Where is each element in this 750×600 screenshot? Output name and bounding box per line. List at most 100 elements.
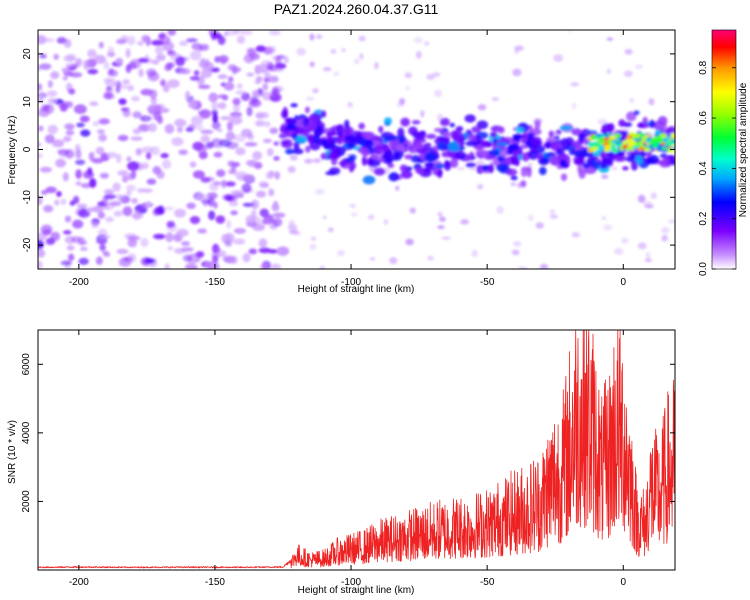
spectrogram-noise-cell — [141, 146, 154, 154]
spectrogram-signal-cell — [548, 130, 555, 138]
spectrogram-noise-cell — [115, 86, 121, 93]
spectrogram-noise-cell — [405, 86, 410, 90]
spectrogram-noise-cell — [115, 57, 124, 65]
snr-xtick-label: 0 — [620, 577, 626, 588]
colorbar-tick-label: 0.2 — [698, 211, 709, 225]
spectrogram-noise-cell — [45, 186, 57, 194]
spectrogram-noise-cell — [424, 41, 430, 46]
spectrogram-signal-cell — [361, 155, 367, 167]
spectrogram-noise-cell — [259, 263, 269, 269]
spectrogram-noise-cell — [65, 129, 75, 136]
spectrogram-signal-cell — [280, 140, 293, 149]
spectrogram-noise-cell — [115, 38, 127, 45]
spectrogram-noise-cell — [164, 263, 170, 269]
spectrogram-noise-cell — [130, 136, 143, 141]
spectrogram-noise-cell — [182, 254, 193, 262]
spectrogram-strong-cell — [670, 132, 675, 139]
spectrogram-signal-cell — [464, 114, 476, 123]
spectrogram-noise-cell — [112, 182, 121, 192]
spectrogram-noise-cell — [60, 260, 72, 266]
spectrogram-noise-cell — [152, 165, 162, 175]
spectrogram-signal-cell — [408, 126, 418, 136]
spectrogram-noise-cell — [151, 39, 165, 46]
spectrogram-signal-cell — [400, 117, 410, 127]
spectrogram-strong-cell — [639, 142, 644, 147]
spectrogram-signal-cell — [435, 163, 446, 169]
spectrogram-signal-cell — [333, 149, 343, 155]
spectrogram-noise-cell — [174, 208, 187, 218]
spectrogram-noise-cell — [347, 102, 353, 106]
spectrogram-noise-cell — [228, 199, 239, 207]
spectrogram-noise-cell — [187, 99, 198, 109]
spectrogram-signal-cell — [642, 116, 648, 127]
spectrogram-noise-cell — [606, 37, 613, 41]
spectrogram-noise-cell — [512, 240, 522, 247]
spectrogram-noise-cell — [235, 147, 246, 156]
spectrogram-noise-cell — [252, 223, 266, 232]
spectrogram-noise-cell — [203, 261, 215, 269]
spectrogram-noise-cell — [62, 136, 72, 143]
spectrogram-noise-cell — [178, 149, 188, 155]
spectrogram-noise-cell — [218, 139, 232, 147]
spectrogram-xtick-label: -50 — [480, 277, 495, 288]
spectrogram-signal-cell — [399, 164, 408, 173]
spectrogram-signal-cell — [325, 171, 337, 176]
spectrogram-noise-cell — [199, 109, 212, 119]
spectrogram-strong-cell — [660, 142, 666, 146]
spectrogram-signal-cell — [388, 172, 400, 182]
spectrogram-signal-cell — [344, 119, 350, 129]
spectrogram-noise-cell — [246, 72, 255, 77]
spectrogram-signal-cell — [364, 139, 374, 149]
spectrogram-noise-cell — [65, 82, 73, 93]
spectrogram-signal-cell — [528, 149, 539, 160]
spectrogram-noise-cell — [161, 35, 171, 45]
spectrogram-noise-cell — [271, 263, 281, 269]
spectrogram-noise-cell — [38, 125, 44, 132]
colorbar-gradient — [711, 29, 737, 270]
spectrogram-noise-cell — [176, 228, 189, 237]
spectrogram-noise-cell — [248, 98, 262, 108]
colorbar-tick-label: 0.6 — [698, 111, 709, 125]
spectrogram-noise-cell — [270, 95, 280, 101]
spectrogram-signal-cell — [370, 155, 383, 160]
spectrogram-noise-cell — [197, 84, 211, 90]
spectrogram-noise-cell — [527, 214, 534, 221]
spectrogram-noise-cell — [496, 206, 504, 214]
spectrogram-noise-cell — [269, 127, 279, 134]
spectrogram-strong-cell — [649, 139, 657, 143]
spectrogram-noise-cell — [468, 167, 478, 171]
colorbar: 0.0 0.2 0.4 0.6 0.8 Normalized spectral ampl… — [698, 29, 749, 276]
spectrogram-noise-cell — [67, 253, 75, 262]
spectrogram-noise-cell — [127, 253, 137, 263]
spectrogram-noise-cell — [646, 252, 651, 259]
spectrogram-noise-cell — [86, 207, 99, 212]
spectrogram-noise-cell — [169, 52, 179, 58]
spectrogram-ytick-label: 10 — [22, 96, 33, 108]
spectrogram-noise-cell — [229, 111, 242, 118]
spectrogram-noise-cell — [51, 141, 64, 148]
spectrogram-noise-cell — [202, 201, 209, 207]
spectrogram-signal-cell — [383, 117, 393, 125]
spectrogram-noise-cell — [80, 182, 92, 189]
spectrogram-signal-cell — [592, 150, 601, 156]
spectrogram-noise-cell — [131, 198, 138, 204]
spectrogram-signal-cell — [367, 157, 381, 168]
spectrogram-noise-cell — [164, 123, 175, 134]
spectrogram-noise-cell — [272, 217, 283, 227]
spectrogram-noise-cell — [140, 88, 153, 96]
spectrogram-noise-cell — [66, 245, 75, 251]
spectrogram-signal-cell — [373, 167, 386, 176]
spectrogram-noise-cell — [333, 71, 340, 77]
colorbar-tick-label: 0.0 — [698, 262, 709, 276]
spectrogram-noise-cell — [127, 61, 137, 70]
spectrogram-noise-cell — [38, 152, 44, 159]
spectrogram-noise-cell — [64, 149, 75, 159]
snr-ytick-label: 2000 — [21, 490, 32, 513]
spectrogram-noise-cell — [197, 228, 207, 234]
spectrogram-noise-cell — [252, 151, 263, 161]
spectrogram-noise-cell — [471, 249, 479, 257]
spectrogram-noise-cell — [47, 124, 58, 135]
spectrogram-noise-cell — [268, 30, 281, 36]
spectrogram-noise-cell — [258, 180, 269, 187]
spectrogram-noise-cell — [603, 224, 613, 231]
